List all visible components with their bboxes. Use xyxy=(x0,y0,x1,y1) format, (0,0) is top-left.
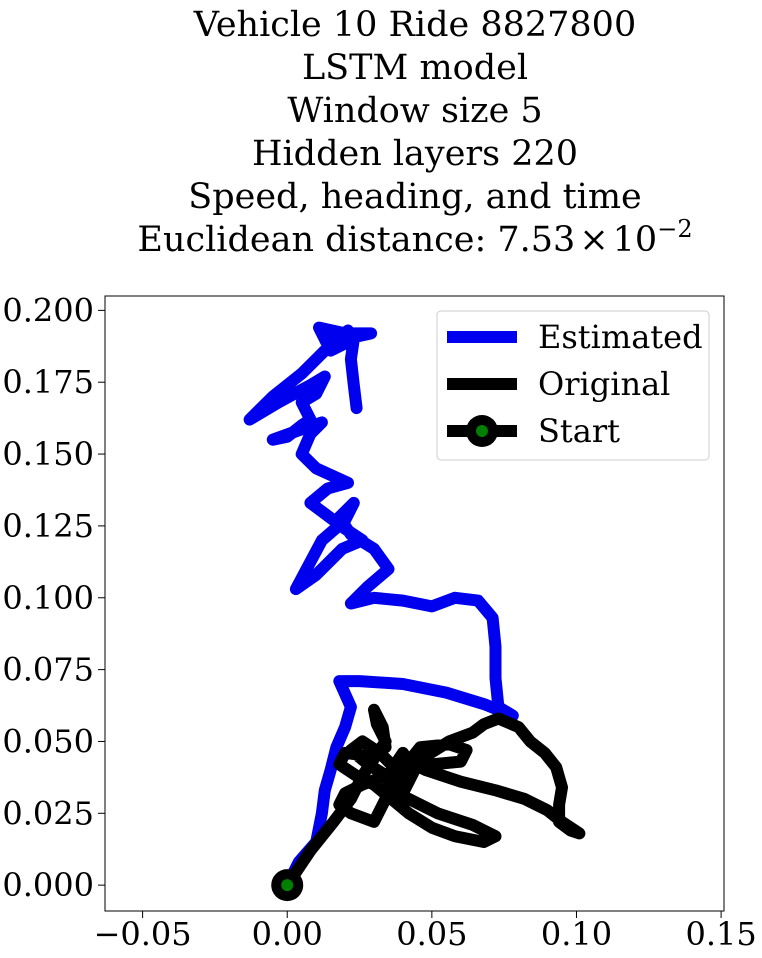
title-distance-mantissa: 7.53 xyxy=(497,220,575,260)
title-line-3: Window size 5 xyxy=(287,91,542,131)
title-line-5: Speed, heading, and time xyxy=(188,177,641,217)
legend-label-original: Original xyxy=(538,365,670,403)
x-tick-label: 0.10 xyxy=(541,915,612,953)
chart-title: Vehicle 10 Ride 8827800 LSTM model Windo… xyxy=(137,5,692,260)
start-marker-inner xyxy=(281,879,294,892)
legend-box xyxy=(436,310,710,461)
plot-frame xyxy=(104,295,725,912)
axes: −0.05 0.00 0.05 0.10 0.15 0.000 0.025 0.050 0.07… xyxy=(2,291,756,953)
title-line-4: Hidden layers 220 xyxy=(252,134,578,174)
y-tick-label: 0.075 xyxy=(2,651,94,689)
y-tick-label: 0.175 xyxy=(2,363,94,401)
series-group xyxy=(243,321,586,902)
legend-label-start: Start xyxy=(538,412,620,450)
title-line-1: Vehicle 10 Ride 8827800 xyxy=(193,5,636,45)
title-distance-prefix: Euclidean distance: xyxy=(137,220,497,260)
plot-area xyxy=(243,321,586,902)
x-tick-label: 0.05 xyxy=(396,915,467,953)
y-tick-label: 0.025 xyxy=(2,794,94,832)
series-line-estimated xyxy=(243,321,519,892)
title-line-2: LSTM model xyxy=(302,48,528,88)
title-distance-base: 10 xyxy=(613,220,658,260)
title-distance-times: × xyxy=(579,220,608,260)
legend: Estimated Original Start xyxy=(436,310,710,461)
y-tick-label: 0.150 xyxy=(2,435,94,473)
series-line-original xyxy=(281,703,586,892)
y-tick-label: 0.000 xyxy=(2,866,94,904)
y-tick-label: 0.200 xyxy=(2,291,94,329)
legend-start-marker-inner xyxy=(476,425,488,437)
x-tick-label: −0.05 xyxy=(94,915,192,953)
x-tick-label: 0.15 xyxy=(685,915,756,953)
y-tick-label: 0.100 xyxy=(2,579,94,617)
y-tick-label: 0.125 xyxy=(2,507,94,545)
x-tick-label: 0.00 xyxy=(252,915,323,953)
legend-label-estimated: Estimated xyxy=(538,318,703,356)
title-line-distance: Euclidean distance: 7.53 × 10−2 xyxy=(137,215,692,260)
title-distance-exponent: −2 xyxy=(657,215,692,243)
y-tick-label: 0.050 xyxy=(2,722,94,760)
